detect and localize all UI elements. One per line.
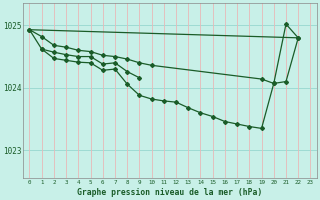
X-axis label: Graphe pression niveau de la mer (hPa): Graphe pression niveau de la mer (hPa): [77, 188, 263, 197]
